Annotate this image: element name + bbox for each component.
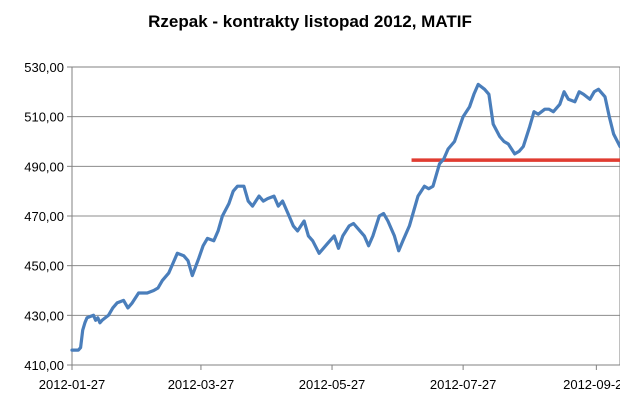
x-tick-label: 2012-01-27 xyxy=(39,377,106,392)
x-tick-label: 2012-03-27 xyxy=(168,377,235,392)
y-tick-label: 530,00 xyxy=(24,60,64,75)
y-tick-label: 510,00 xyxy=(24,110,64,125)
x-tick-label: 2012-07-27 xyxy=(430,377,497,392)
series-line xyxy=(70,82,620,352)
x-tick-label: 2012-09-27 xyxy=(563,377,620,392)
y-axis-ticks: 410,00 430,00 450,00 470,00 490,00 510,00 530,… xyxy=(24,60,72,373)
x-tick-label: 2012-05-27 xyxy=(299,377,366,392)
y-tick-label: 450,00 xyxy=(24,259,64,274)
y-tick-label: 490,00 xyxy=(24,159,64,174)
x-axis-ticks: 2012-01-27 2012-03-27 2012-05-27 2012-07-27… xyxy=(39,365,620,392)
chart-title: Rzepak - kontrakty listopad 2012, MATIF xyxy=(148,12,472,31)
series-group xyxy=(70,82,620,352)
y-tick-label: 430,00 xyxy=(24,308,64,323)
y-tick-label: 410,00 xyxy=(24,358,64,373)
grid-lines xyxy=(72,66,620,366)
y-tick-label: 470,00 xyxy=(24,209,64,224)
